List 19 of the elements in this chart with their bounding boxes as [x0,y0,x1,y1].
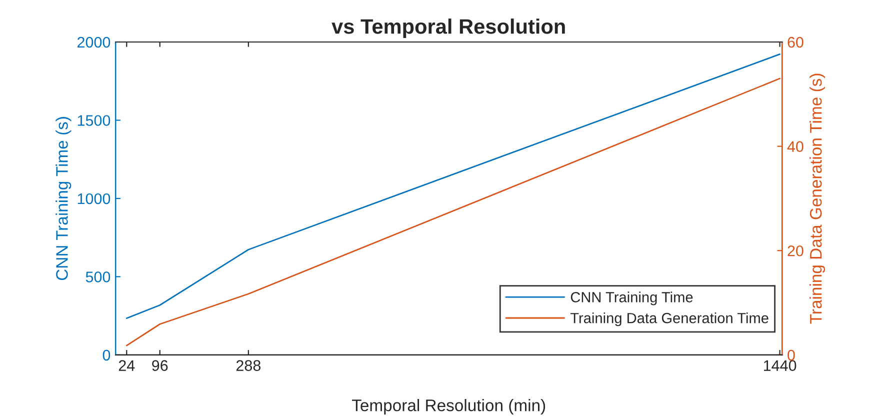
y2-tick-label: 0 [788,350,795,361]
y2-tick-label: 20 [788,245,804,256]
x-axis-title: Temporal Resolution (min) [352,399,546,415]
y-tick-label: 500 [86,272,110,282]
y-tick-label: 1000 [78,193,110,204]
chart-title: vs Temporal Resolution [332,18,565,38]
legend-label: CNN Training Time [570,292,693,306]
y-axis-title: CNN Training Time (s) [56,117,72,280]
x-tick-label: 1440 [764,360,796,371]
y-tick-label: 0 [102,350,110,361]
x-tick-label: 24 [118,360,135,371]
legend-label: Training Data Generation Time [570,312,768,326]
y2-tick-label: 40 [787,141,804,152]
y2-axis-title: Training Data Generation Time (s) [810,74,826,324]
y-tick-label: 1500 [78,115,110,126]
x-tick-label: 288 [236,360,260,371]
y2-tick-label: 60 [788,36,804,48]
x-tick-label: 96 [152,360,168,371]
y-tick-label: 2000 [78,36,110,48]
